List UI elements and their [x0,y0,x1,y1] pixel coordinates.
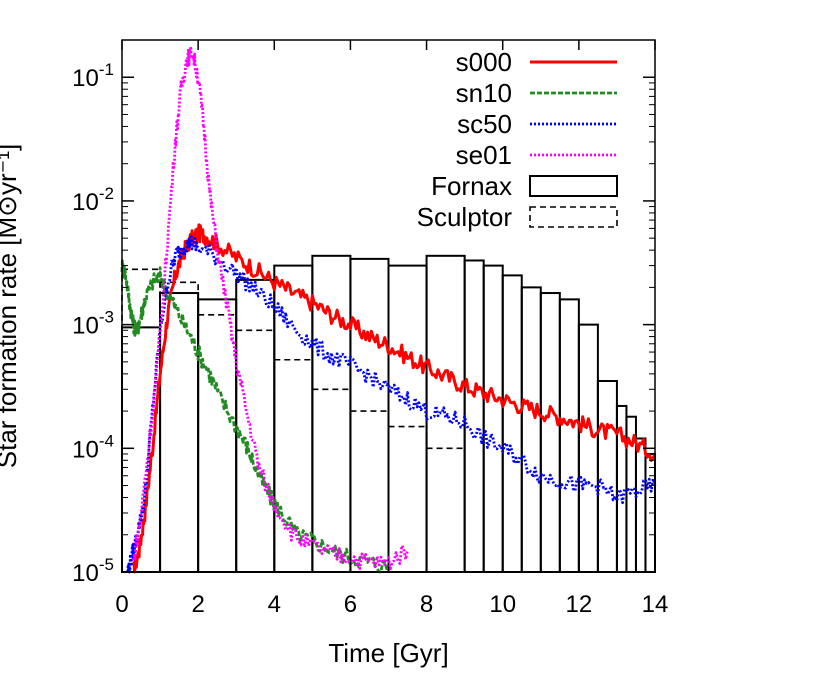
x-tick-label: 14 [642,591,669,618]
y-tick-label: 10-4 [72,431,114,463]
series-layer [120,45,657,574]
y-tick-label: 10-3 [72,308,114,340]
fornax-bin [463,259,485,573]
x-tick-label: 10 [489,591,516,618]
legend-label-sc50: sc50 [457,109,512,139]
series-se01-line [132,45,409,571]
x-tick-label: 8 [420,591,433,618]
legend-label-fornax: Fornax [431,171,512,201]
legend-swatch-fornax [529,175,618,197]
legend-label-sculptor: Sculptor [417,202,513,232]
legend-label-sn10: sn10 [456,78,512,108]
x-tick-label: 0 [115,591,128,618]
fornax-bin [539,292,561,573]
y-tick-label: 10-2 [72,184,114,216]
fornax-bin [235,278,276,573]
y-tick-label: 10-5 [72,555,114,587]
fornax-bin [520,286,542,573]
legend-swatch-sculptor [529,206,618,228]
legend-label-se01: se01 [456,140,512,170]
fornax-bin [349,257,390,573]
plot-frame [121,39,656,573]
fornax-bin [425,254,466,573]
fornax-bin [558,298,580,573]
fornax-bin [596,380,618,573]
histogram-layer [121,254,656,574]
x-tick-label: 12 [566,591,593,618]
series-sn10-line [120,259,390,574]
legend-label-s000: s000 [456,47,512,77]
ticks-layer: 0 2 4 6 8 10 12 14 10-1 10-2 10-3 10-4 10-5 [72,40,668,618]
y-axis-label: Star formation rate [M⊙yr⁻¹] [0,144,22,468]
fornax-bin [387,264,428,573]
fornax-bin [634,437,647,574]
sculptor-bin [197,314,238,573]
series-sc50-line [126,235,657,574]
sculptor-bin [425,447,466,573]
fornax-bin [482,264,504,573]
x-axis-label: Time [Gyr] [328,638,448,668]
x-tick-label: 6 [344,591,357,618]
sculptor-bin [387,425,428,573]
y-tick-label: 10-1 [72,60,114,92]
x-tick-label: 4 [268,591,281,618]
series-s000-line [131,223,657,574]
x-tick-label: 2 [191,591,204,618]
fornax-bin [311,254,352,573]
sculptor-bin [311,388,352,573]
sculptor-bin [349,410,390,573]
sculptor-bin [159,281,199,573]
fornax-bin [577,323,599,573]
fornax-bin [501,274,523,573]
